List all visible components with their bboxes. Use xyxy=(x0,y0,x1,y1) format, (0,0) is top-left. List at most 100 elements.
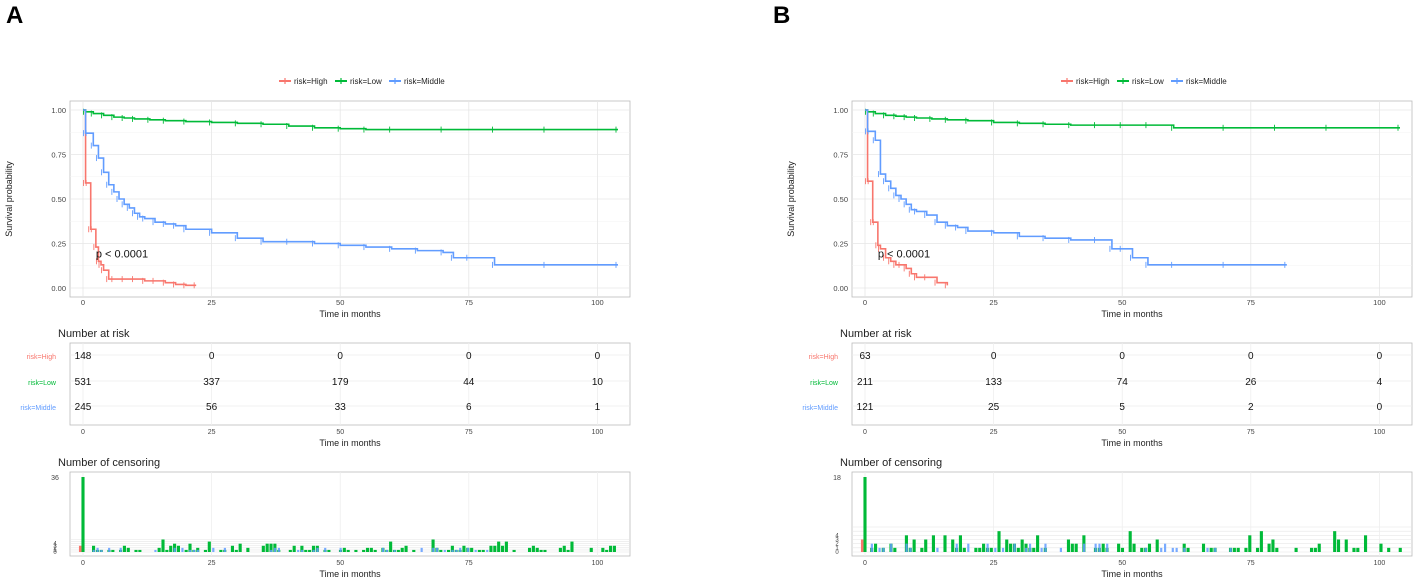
censoring-bar xyxy=(396,549,400,552)
x-tick-label: 50 xyxy=(336,298,344,307)
censoring-bar xyxy=(270,549,273,552)
censoring-bar xyxy=(324,547,327,552)
censoring-bar xyxy=(1229,547,1232,552)
censoring-x-tick-label: 50 xyxy=(1118,560,1126,567)
censoring-bar xyxy=(962,547,966,552)
risk-count: 0 xyxy=(1119,351,1125,362)
censoring-bar xyxy=(1098,543,1101,552)
censoring-x-tick-label: 0 xyxy=(81,560,85,567)
risk-count: 0 xyxy=(466,351,472,362)
legend-label-middle: risk=Middle xyxy=(1186,77,1227,86)
censoring-bar xyxy=(1201,543,1206,552)
y-tick-label: 0.00 xyxy=(833,284,848,293)
panel-letter-b: B xyxy=(773,2,791,29)
censoring-bar xyxy=(389,541,393,552)
censoring-bar xyxy=(943,535,947,552)
censoring-x-tick-label: 100 xyxy=(1374,560,1386,567)
censoring-bar xyxy=(1171,547,1174,552)
censoring-bar xyxy=(446,549,451,552)
censoring-bar xyxy=(539,549,543,552)
risk-count: 337 xyxy=(203,377,220,388)
censoring-bar xyxy=(223,547,226,552)
censoring-bar xyxy=(1132,543,1136,552)
censoring-bar xyxy=(481,549,485,552)
censoring-y-tick-label: 2 xyxy=(53,546,57,552)
censoring-bar xyxy=(978,547,982,552)
censoring-bar xyxy=(1001,547,1005,552)
censoring-bar xyxy=(203,549,208,552)
risk-count: 4 xyxy=(1377,377,1383,388)
censoring-bar xyxy=(404,545,408,552)
censoring-bar xyxy=(1271,539,1275,552)
censoring-bar xyxy=(420,547,423,552)
censoring-y-tick-label: 0 xyxy=(835,550,839,556)
censoring-bar xyxy=(1214,547,1217,552)
y-tick-label: 1.00 xyxy=(833,106,848,115)
censoring-bar xyxy=(400,547,404,552)
risk-table-title: Number at risk xyxy=(58,328,130,340)
censoring-x-tick-label: 75 xyxy=(1247,560,1255,567)
censoring-bar xyxy=(1106,543,1109,552)
censoring-bar xyxy=(246,547,250,552)
risk-count: 25 xyxy=(988,402,1000,413)
censoring-x-tick-label: 25 xyxy=(990,560,998,567)
censoring-bar xyxy=(566,549,570,552)
censoring-bar xyxy=(1309,547,1314,552)
censoring-bar xyxy=(96,547,99,552)
censoring-bar xyxy=(1175,547,1178,552)
risk-x-tick-label: 0 xyxy=(81,429,85,436)
censoring-bar xyxy=(385,549,389,552)
km-curve-high xyxy=(865,109,949,286)
censoring-bar xyxy=(1352,547,1356,552)
censoring-bar xyxy=(1028,543,1032,552)
censoring-bar xyxy=(111,549,115,552)
risk-count: 33 xyxy=(335,402,347,413)
censoring-bar xyxy=(304,549,308,552)
censoring-bar xyxy=(1186,547,1190,552)
censoring-bar xyxy=(493,545,497,552)
censoring-title: Number of censoring xyxy=(840,457,942,469)
censoring-bar xyxy=(462,545,466,552)
censoring-bar xyxy=(439,549,443,552)
censoring-bar xyxy=(165,549,169,552)
censoring-y-tick-label: 18 xyxy=(833,475,841,482)
censoring-bar xyxy=(878,547,881,552)
censoring-bar xyxy=(958,535,962,552)
censoring-bar xyxy=(967,543,970,552)
risk-count: 531 xyxy=(75,377,92,388)
censoring-y-tick-label: 3 xyxy=(53,544,57,550)
censoring-bar xyxy=(300,549,304,552)
censoring-bar xyxy=(443,549,446,552)
censoring-bar xyxy=(169,545,173,552)
censoring-bar xyxy=(265,543,269,552)
censoring-bar xyxy=(890,543,893,552)
censoring-bar xyxy=(1232,547,1236,552)
censoring-bar xyxy=(1101,543,1105,552)
censoring-x-tick-label: 100 xyxy=(592,560,604,567)
censoring-bar xyxy=(308,549,312,552)
censoring-bar xyxy=(1005,539,1009,552)
censoring-bar xyxy=(477,549,481,552)
risk-x-tick-label: 75 xyxy=(465,429,473,436)
censoring-bar xyxy=(1236,547,1240,552)
censoring-bar xyxy=(238,543,242,552)
censoring-bar xyxy=(184,549,188,552)
censoring-bar xyxy=(230,545,235,552)
censoring-bar xyxy=(982,543,986,552)
censoring-bar xyxy=(997,531,1001,552)
censoring-y-tick-label: 1 xyxy=(53,548,57,554)
censoring-bar xyxy=(1082,535,1086,552)
censoring-bar xyxy=(1070,543,1074,552)
censoring-y-tick-label: 36 xyxy=(51,475,59,482)
censoring-bar xyxy=(277,547,280,552)
censoring-bar xyxy=(601,547,605,552)
censoring-bar xyxy=(138,549,142,552)
censoring-bar xyxy=(1036,535,1040,552)
censoring-bar xyxy=(474,549,477,552)
km-curve-low xyxy=(83,109,618,131)
censoring-bar xyxy=(373,549,377,552)
y-axis-title: Survival probability xyxy=(4,161,14,237)
risk-count: 44 xyxy=(463,377,475,388)
censoring-bar xyxy=(173,547,176,552)
